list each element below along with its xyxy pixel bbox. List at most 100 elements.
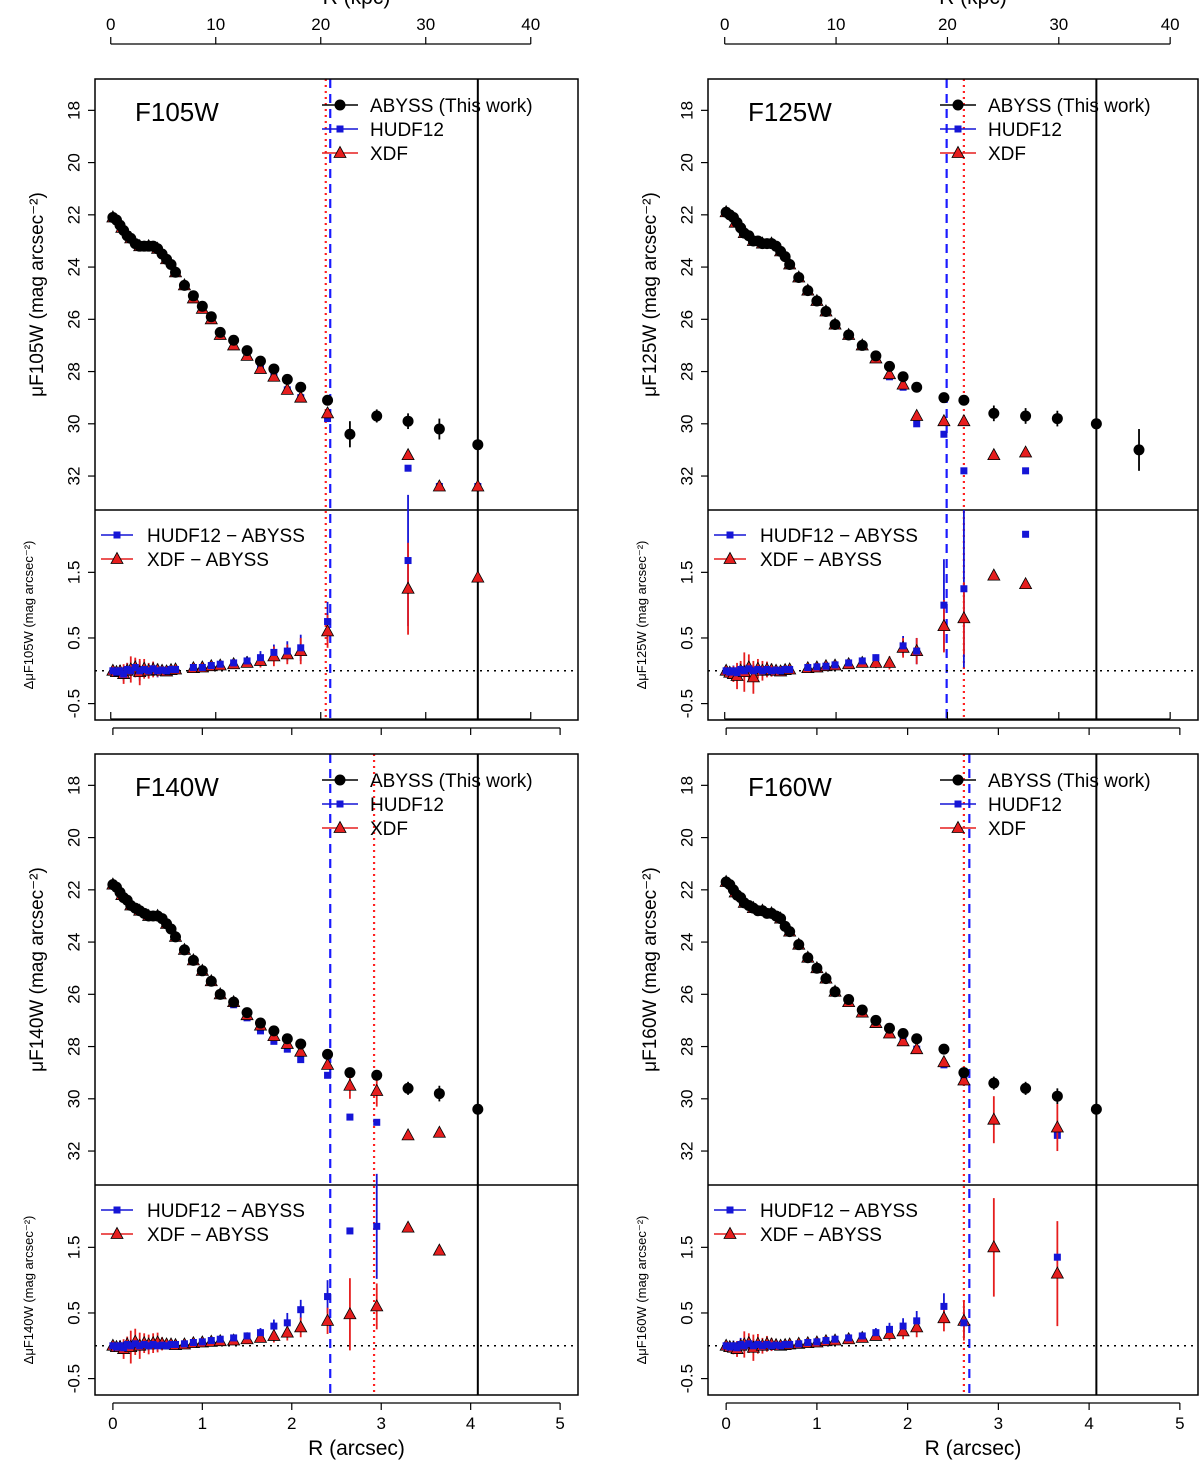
delta-hudf12-point — [740, 667, 748, 675]
legend-marker-xdf — [333, 145, 347, 158]
kpc-tick-label: 20 — [311, 15, 330, 34]
abyss-point — [322, 1048, 334, 1060]
legend-marker-hudf12 — [336, 125, 344, 133]
delta-hudf12-point — [831, 661, 839, 669]
delta-hudf12-point — [216, 660, 224, 668]
delta-tick-label: 1.5 — [677, 1236, 696, 1260]
mu-tick-label: 22 — [677, 880, 696, 899]
delta-hudf12-point — [145, 667, 153, 675]
hudf12-point — [324, 1071, 332, 1079]
arcsec-axis-label: R (arcsec) — [308, 1437, 405, 1460]
delta-hudf12-point — [216, 1335, 224, 1343]
delta-xdf-point — [987, 568, 1001, 581]
delta-hudf12-point — [795, 1340, 803, 1348]
arcsec-tick-label: 1 — [198, 1414, 207, 1433]
delta-tick-label: 0.5 — [677, 626, 696, 650]
delta-hudf12-point — [270, 1322, 278, 1330]
filter-title: F105W — [135, 97, 219, 127]
abyss-point — [911, 1033, 923, 1045]
xdf-point — [937, 413, 951, 427]
delta-legend-marker-xdf — [723, 1226, 737, 1239]
xdf-point — [910, 1041, 924, 1055]
mu-tick-label: 18 — [677, 776, 696, 795]
delta-xdf-point — [937, 618, 951, 632]
delta-hudf12-point — [149, 665, 157, 673]
xdf-point — [910, 408, 924, 421]
xdf-point — [267, 369, 281, 382]
arcsec-tick-label: 0 — [721, 1414, 730, 1433]
delta-legend-label: HUDF12 − ABYSS — [760, 526, 918, 547]
legend-label-hudf12: HUDF12 — [370, 120, 444, 141]
arcsec-tick-label: 5 — [555, 1414, 564, 1433]
abyss-point — [820, 305, 832, 317]
mu-tick-label: 24 — [677, 258, 696, 277]
mu-tick-label: 32 — [677, 467, 696, 486]
delta-legend-label: HUDF12 − ABYSS — [760, 1201, 918, 1222]
delta-hudf12-point — [940, 601, 948, 609]
kpc-tick-label: 10 — [206, 15, 225, 34]
mu-tick-label: 24 — [677, 933, 696, 952]
abyss-point — [196, 965, 208, 977]
delta-hudf12-point — [913, 1317, 921, 1325]
delta-hudf12-point — [154, 667, 162, 675]
panel-frame — [707, 78, 1199, 721]
abyss-point — [178, 279, 190, 291]
xdf-point — [896, 1033, 910, 1047]
abyss-point — [344, 1067, 356, 1079]
xdf-point — [320, 406, 335, 419]
delta-hudf12-point — [283, 647, 291, 655]
delta-hudf12-point — [804, 664, 812, 671]
legend-marker-hudf12 — [954, 800, 962, 808]
delta-hudf12-point — [140, 665, 148, 673]
delta-tick-label: 0.5 — [677, 1301, 696, 1325]
delta-hudf12-point — [772, 1341, 780, 1349]
delta-hudf12-point — [960, 585, 968, 593]
hudf12-point — [346, 1113, 354, 1121]
delta-xdf-point — [267, 1328, 281, 1341]
hudf12-point — [404, 464, 412, 472]
delta-xdf-point — [370, 1299, 384, 1312]
legend-label-hudf12: HUDF12 — [988, 795, 1062, 816]
legend-label-xdf: XDF — [370, 819, 408, 840]
panel-frame — [94, 753, 579, 1396]
delta-xdf-point — [746, 670, 761, 683]
delta-hudf12-point — [297, 1306, 305, 1314]
abyss-point — [883, 360, 895, 372]
abyss-point — [897, 1027, 909, 1039]
abyss-point — [371, 410, 383, 422]
abyss-point — [228, 334, 240, 346]
delta-hudf12-point — [189, 1339, 197, 1346]
delta-tick-label: 0.5 — [64, 1301, 83, 1325]
abyss-point — [205, 975, 217, 987]
abyss-point — [228, 996, 240, 1008]
abyss-point — [958, 1067, 970, 1079]
delta-hudf12-point — [822, 662, 830, 670]
xdf-point — [1050, 1120, 1065, 1133]
delta-axis-label: ΔμF125W (mag arcsec⁻²) — [634, 541, 649, 690]
abyss-point — [214, 326, 226, 338]
kpc-tick-label: 30 — [1049, 15, 1068, 34]
delta-hudf12-point — [373, 1222, 381, 1230]
delta-hudf12-point — [786, 665, 794, 673]
legend-label-xdf: XDF — [370, 144, 408, 165]
kpc-tick-label: 0 — [106, 15, 115, 34]
arcsec-tick-label: 2 — [903, 1414, 912, 1433]
legend-marker-xdf — [951, 820, 965, 833]
delta-axis-label: ΔμF105W (mag arcsec⁻²) — [21, 541, 36, 690]
legend-label-abyss: ABYSS (This work) — [988, 771, 1151, 792]
legend-marker-abyss — [952, 774, 964, 786]
delta-hudf12-point — [123, 1340, 131, 1348]
delta-tick-label: -0.5 — [677, 1364, 696, 1393]
abyss-point — [402, 1082, 414, 1094]
legend-label-hudf12: HUDF12 — [988, 120, 1062, 141]
abyss-point — [214, 988, 226, 1000]
delta-hudf12-point — [749, 667, 757, 675]
mu-tick-label: 26 — [64, 985, 83, 1004]
xdf-point — [896, 377, 910, 390]
abyss-point — [811, 295, 823, 307]
mu-axis-label: μF160W (mag arcsec⁻²) — [640, 867, 661, 1072]
delta-hudf12-point — [745, 665, 753, 673]
legend-label-abyss: ABYSS (This work) — [370, 771, 533, 792]
delta-hudf12-point — [845, 659, 853, 667]
